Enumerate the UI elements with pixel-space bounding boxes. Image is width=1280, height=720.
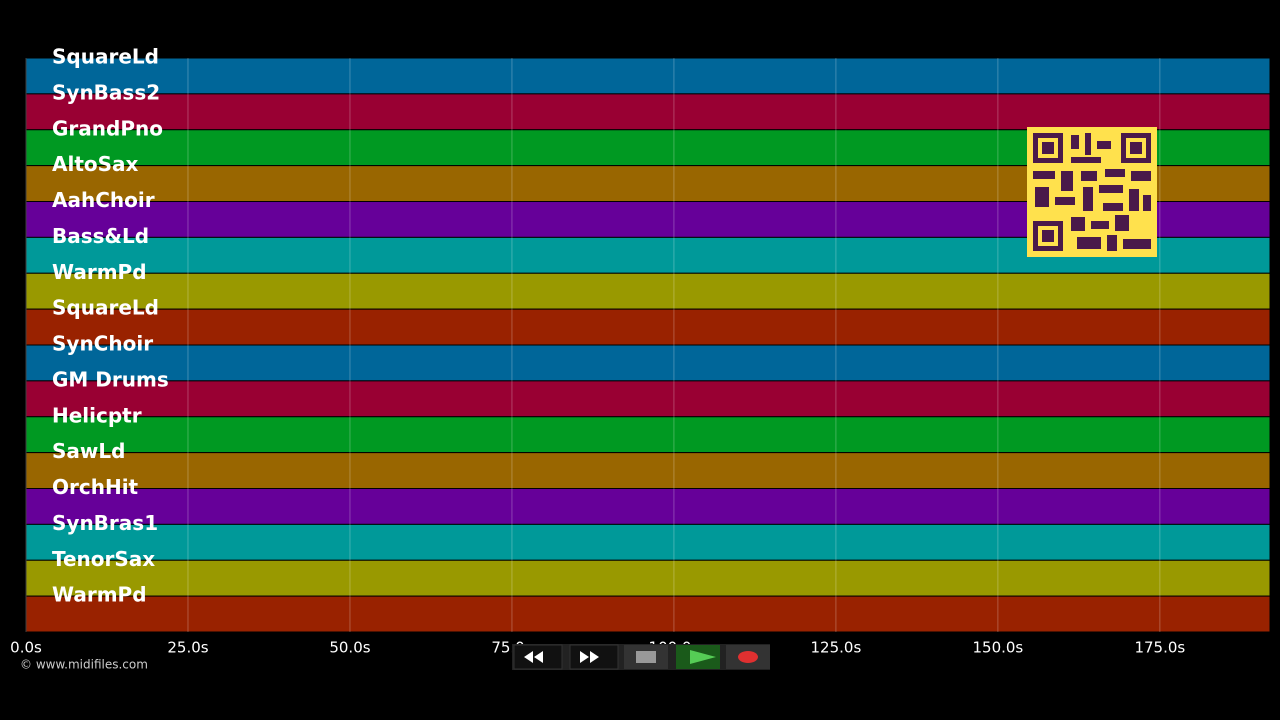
track-name: SynBras1 xyxy=(52,511,158,535)
track-lane xyxy=(25,523,1271,561)
track-name: SynBass2 xyxy=(52,80,160,104)
copyright: © www.midifiles.com xyxy=(20,658,148,672)
play-button[interactable] xyxy=(676,645,720,669)
track-name: OrchHit xyxy=(52,475,139,499)
track-lane xyxy=(25,344,1271,382)
stop-button[interactable] xyxy=(624,645,668,669)
tick-label: 175.0s xyxy=(1134,639,1185,657)
track-name: SawLd xyxy=(52,439,125,463)
qr-code xyxy=(1027,127,1157,257)
track-lane xyxy=(25,488,1271,525)
track-name: GM Drums xyxy=(52,367,169,391)
track-name: TenorSax xyxy=(52,547,155,571)
forward-button[interactable] xyxy=(569,644,619,670)
track-name: Bass&Ld xyxy=(52,224,149,248)
track-lane xyxy=(25,559,1271,597)
track-name: GrandPno xyxy=(52,116,163,140)
track-lane xyxy=(25,57,1271,95)
track-name: WarmPd xyxy=(52,260,147,284)
track-name: SynChoir xyxy=(52,332,153,356)
tick-label: 25.0s xyxy=(167,639,208,657)
tick-label: 150.0s xyxy=(972,639,1023,657)
track-name: AahChoir xyxy=(52,188,155,212)
track-lane xyxy=(25,595,1271,633)
track-name: Helicptr xyxy=(52,403,142,427)
tick-label: 0.0s xyxy=(10,639,42,657)
record-button[interactable] xyxy=(726,645,770,669)
tick-label: 50.0s xyxy=(329,639,370,657)
track-name: SquareLd xyxy=(52,296,159,320)
track-lane xyxy=(25,308,1271,346)
transport xyxy=(512,644,770,670)
tick-label: 125.0s xyxy=(811,639,862,657)
track-lane xyxy=(25,93,1271,131)
rewind-button[interactable] xyxy=(513,644,563,670)
track-lane xyxy=(25,380,1271,418)
track-lane xyxy=(25,416,1271,454)
track-lane xyxy=(25,272,1271,310)
track-lane xyxy=(25,452,1271,489)
track-name: SquareLd xyxy=(52,45,159,69)
track-name: WarmPd xyxy=(52,583,147,607)
track-name: AltoSax xyxy=(52,152,139,176)
